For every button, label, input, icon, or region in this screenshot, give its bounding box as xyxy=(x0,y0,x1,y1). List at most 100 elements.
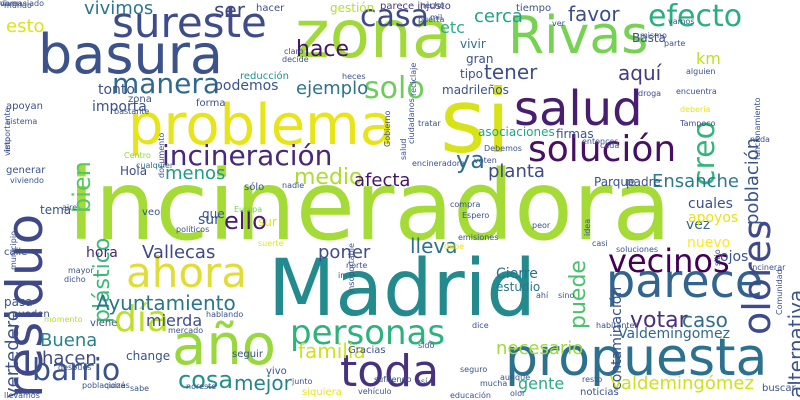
word-funcionamiento: funcionamiento xyxy=(753,97,762,160)
word-forma: forma xyxy=(196,98,226,109)
word-mucha: mucha xyxy=(480,379,508,388)
word-claro: claro xyxy=(284,47,304,56)
word-día: día xyxy=(114,299,169,340)
word-decide: decide xyxy=(282,55,309,64)
word-sitio: sitio xyxy=(713,249,722,266)
word-vivo: vivo xyxy=(266,366,287,377)
word-comunidad: Comunidad xyxy=(775,268,784,315)
word-ayuntamiento: Ayuntamiento xyxy=(96,291,236,315)
word-olor: olor xyxy=(510,389,526,398)
word-ello: ello xyxy=(224,207,267,235)
word-zona: zona xyxy=(128,94,152,105)
word-seguir: seguir xyxy=(232,349,263,360)
word-caso: caso xyxy=(682,308,728,332)
word-alternativa: alternativa xyxy=(784,289,800,398)
word-junto: junto xyxy=(292,377,313,386)
word-estudio: estudio xyxy=(496,280,541,294)
word-valdemingomez: Valdemingomez xyxy=(618,326,730,342)
word-medio: medio xyxy=(294,165,363,190)
word-nuevo: nuevo xyxy=(687,235,731,251)
word-pasa: pasa xyxy=(4,295,33,309)
word-gente: gente xyxy=(518,374,565,393)
word-mil: mil xyxy=(430,13,443,22)
word-cuales: cuales xyxy=(688,196,733,212)
word-favor: favor xyxy=(568,2,620,26)
word-soluciones: soluciones xyxy=(616,245,659,254)
word-reciclaje: reciclaje xyxy=(409,62,418,96)
word-hace: hace xyxy=(296,37,350,62)
word-padre: padre xyxy=(626,175,661,189)
word-tema: tema xyxy=(40,203,72,217)
word-emisiones: emisiones xyxy=(458,233,499,242)
word-reducción: reducción xyxy=(240,71,289,82)
word-personas: personas xyxy=(290,313,446,353)
word-vertedero: vertedero xyxy=(2,310,23,398)
word-problema: problema xyxy=(128,93,395,158)
word-asociaciones: asociaciones xyxy=(478,125,555,139)
word-olores: olores xyxy=(735,220,779,336)
word-vivimos: vivimos xyxy=(84,0,154,19)
word-que: que xyxy=(202,207,225,221)
word-firmas: firmas xyxy=(556,127,594,141)
word-incineración: incineración xyxy=(162,139,333,172)
word-salud: salud xyxy=(514,81,643,137)
word-resto: resto xyxy=(582,375,603,384)
word-sino: sino xyxy=(558,291,575,300)
word-casi: casi xyxy=(592,239,608,248)
word-podemos: podemos xyxy=(214,78,279,94)
word-sur: sur xyxy=(198,212,220,228)
word-viven: viven xyxy=(0,0,22,8)
word-ojos: ojos xyxy=(720,249,749,265)
word-votar: votar xyxy=(630,308,688,333)
word-sufriendo: sufriendo xyxy=(374,375,412,384)
word-afecta: afecta xyxy=(354,170,411,191)
word-esto: esto xyxy=(6,16,45,37)
word-tonto: tonto xyxy=(98,82,135,98)
word-gobierno: Gobierno xyxy=(383,110,392,148)
word-sur: sur xyxy=(258,215,277,229)
word-cada: cada xyxy=(600,141,620,150)
word-poblaciones: poblaciones xyxy=(82,381,130,390)
word-momento: momento xyxy=(44,315,83,324)
word-tratar: tratar xyxy=(418,119,441,128)
word-change: change xyxy=(126,349,171,363)
word-sistema: sistema xyxy=(6,117,38,126)
word-solo: solo xyxy=(364,71,425,106)
word-idea: idea xyxy=(583,218,592,236)
word-importante: importante xyxy=(3,107,12,152)
word-ver: ver xyxy=(552,19,565,28)
word-necesario: necesario xyxy=(496,338,584,359)
word-generar: generar xyxy=(6,165,46,176)
word-debemos: Debemos xyxy=(484,144,522,153)
word-barrio: barrio xyxy=(32,353,121,388)
word-solución: solución xyxy=(528,129,677,170)
word-parece-injusto: parece injusto xyxy=(380,1,451,12)
word-cerca: cerca xyxy=(474,6,523,27)
word-demasiado: demasiado xyxy=(0,0,44,8)
word-quizá: quizá xyxy=(104,381,126,390)
word-tipo: tipo xyxy=(460,67,483,81)
word-ciudadanos: ciudadanos xyxy=(407,98,416,144)
word-toda: toda xyxy=(340,346,440,397)
word-gran: gran xyxy=(466,52,494,66)
word-documento: documento xyxy=(157,132,166,178)
word-vivir: vivir xyxy=(460,37,486,51)
word-aire: aire xyxy=(62,203,78,212)
word-debe: debe xyxy=(444,242,464,251)
word-incineradora: incineradora xyxy=(68,150,672,262)
word-gestión: gestión xyxy=(330,1,375,15)
word-tener: tener xyxy=(484,60,538,84)
word-km: km xyxy=(696,49,721,68)
word-manera: manera xyxy=(112,67,221,100)
word-parece: parece xyxy=(606,254,764,308)
word-poner: poner xyxy=(318,242,371,263)
word-sólo: sólo xyxy=(244,182,265,193)
word-ensanche: Ensanche xyxy=(652,171,739,192)
word-propuesta: propuesta xyxy=(505,328,768,388)
word-mundo: mundo xyxy=(4,1,32,10)
word-dicho: dicho xyxy=(64,275,86,284)
word-tampoco: Tampoco xyxy=(680,119,716,128)
word-menos: menos xyxy=(165,163,226,184)
word-ir: ir xyxy=(338,271,344,280)
word-sido: sido xyxy=(418,341,435,350)
